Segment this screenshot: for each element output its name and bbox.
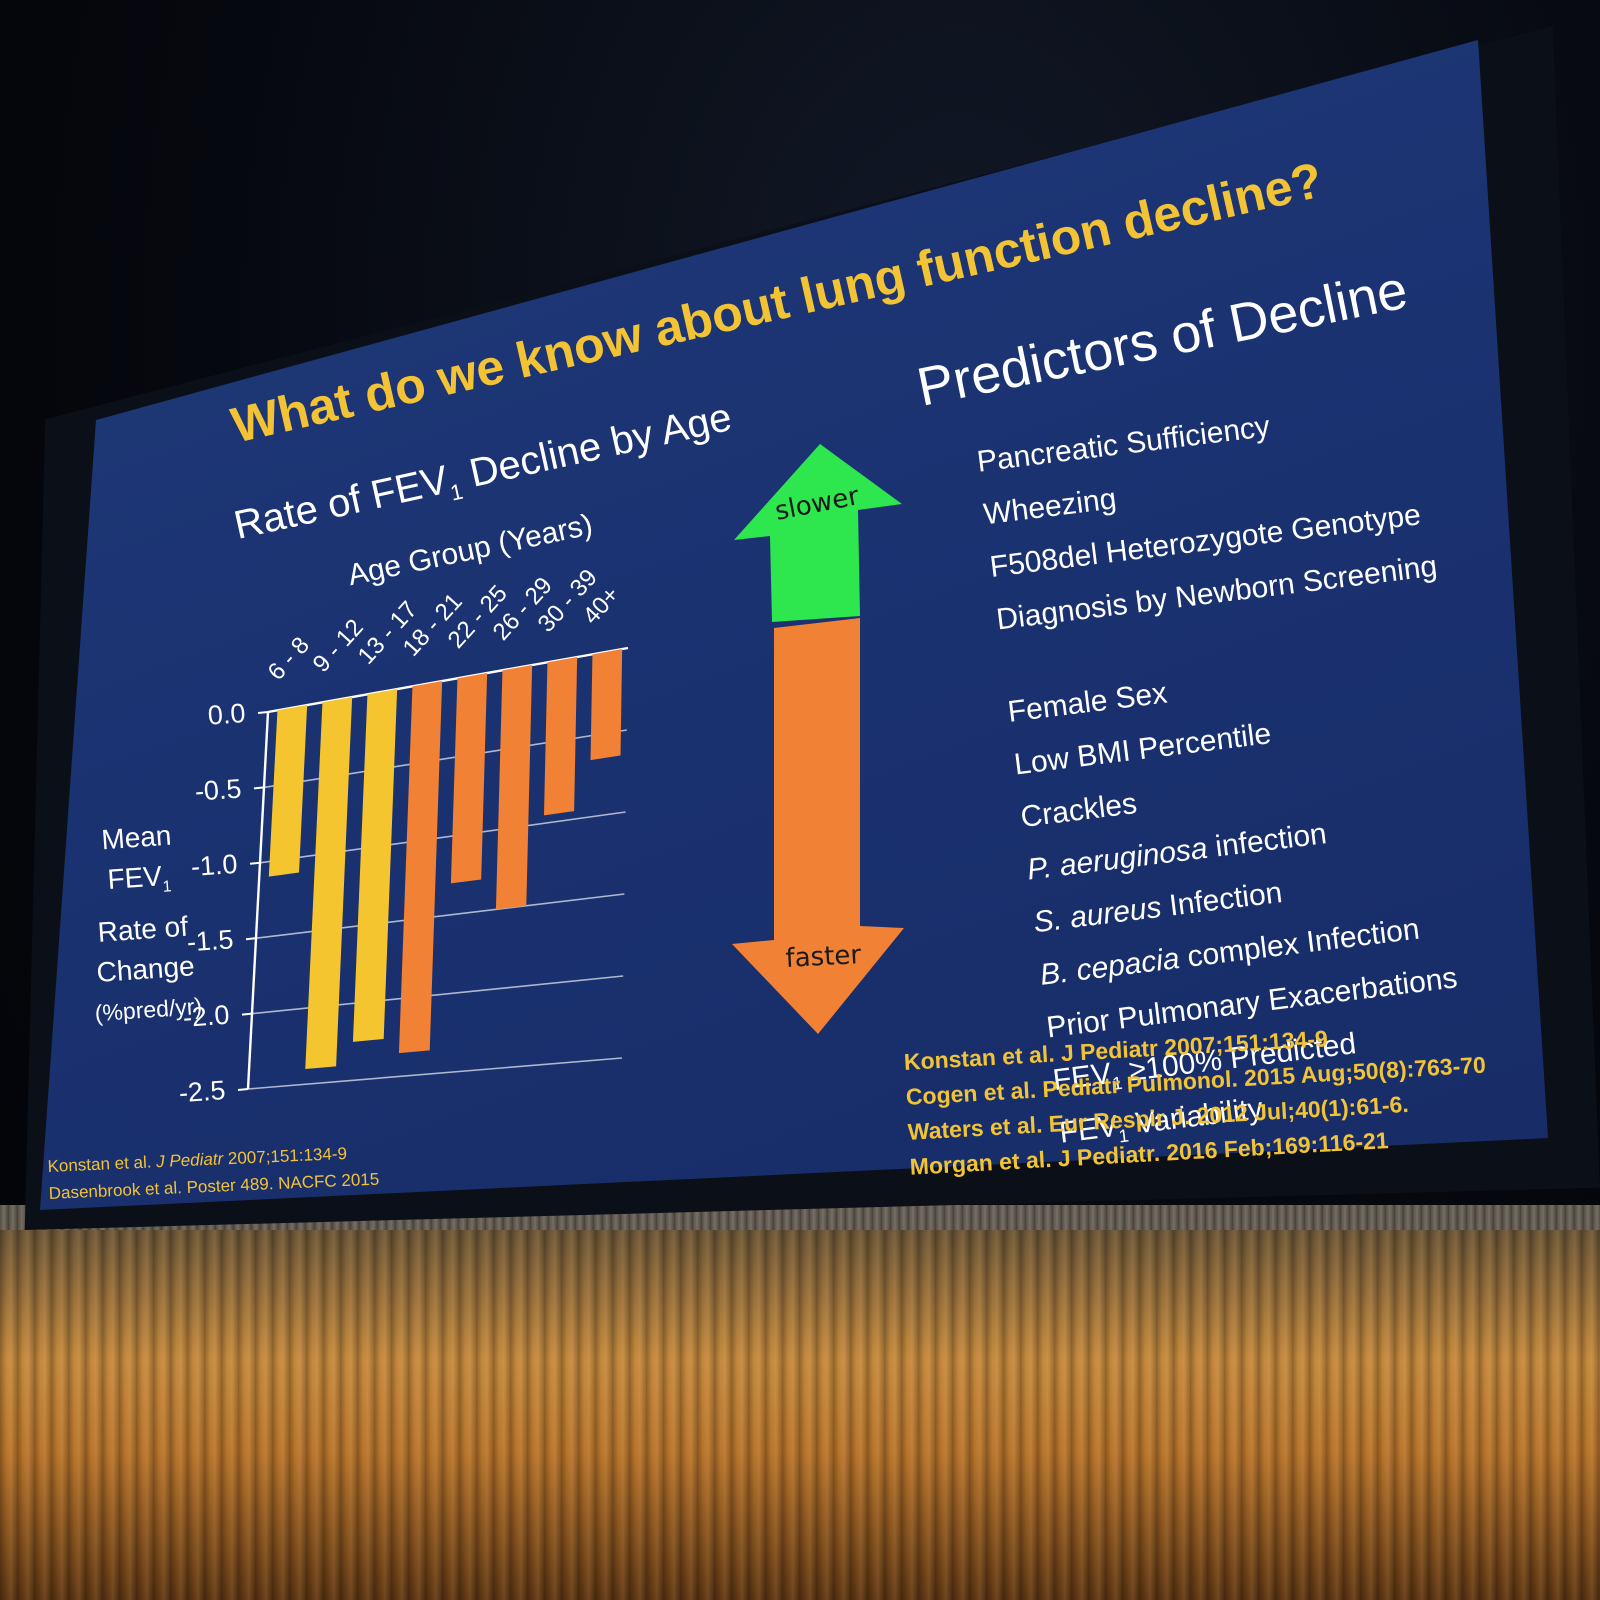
y-tick (253, 786, 265, 790)
y-tick-label: -1.5 (186, 924, 235, 957)
bar-18-21 (398, 681, 443, 1054)
predictor-text: infection (1205, 817, 1329, 865)
y-tick-label: -2.5 (178, 1075, 227, 1108)
gridline (255, 893, 625, 939)
gridline (251, 975, 624, 1015)
bar-6-8 (268, 705, 308, 877)
gridline (247, 1057, 623, 1090)
y-tick (241, 1012, 253, 1016)
predictor-text: Crackles (1018, 787, 1139, 835)
bar-40plus (590, 649, 623, 761)
citation-text: Konstan et al. (47, 1152, 157, 1176)
decline-arrow: slower faster (732, 444, 904, 1034)
predictor-italic: B. cepacia (1038, 941, 1182, 992)
bar-26-29 (495, 665, 533, 910)
citation-text: 2007;151:134-9 (222, 1143, 348, 1169)
bar-22-25 (450, 673, 488, 884)
bar-30-39 (543, 657, 578, 816)
bar-9-12 (305, 697, 353, 1070)
predictor-italic: S. aureus (1031, 890, 1164, 940)
stage-curtain (0, 1230, 1600, 1600)
bar-13-17 (352, 689, 398, 1042)
predictor-text: Female Sex (1005, 676, 1169, 729)
slower-arrow-icon (734, 444, 902, 622)
bars (268, 649, 623, 1070)
y-axis-line (246, 711, 270, 1090)
gridline (259, 811, 626, 864)
faster-arrow-icon (732, 618, 904, 1034)
x-category-label: 6 - 8 (263, 632, 315, 686)
y-tick (245, 937, 257, 941)
y-tick (257, 711, 269, 714)
y-tick-label: -0.5 (194, 773, 243, 806)
faster-label: faster (785, 940, 862, 974)
y-tick (237, 1088, 249, 1091)
citation-journal: J Pediatr (155, 1149, 224, 1172)
y-tick (249, 861, 261, 865)
predictor-text: Infection (1159, 875, 1285, 924)
y-tick-label: -2.0 (182, 1000, 231, 1033)
y-tick-label: 0.0 (207, 698, 247, 731)
y-tick-label: -1.0 (190, 849, 239, 882)
